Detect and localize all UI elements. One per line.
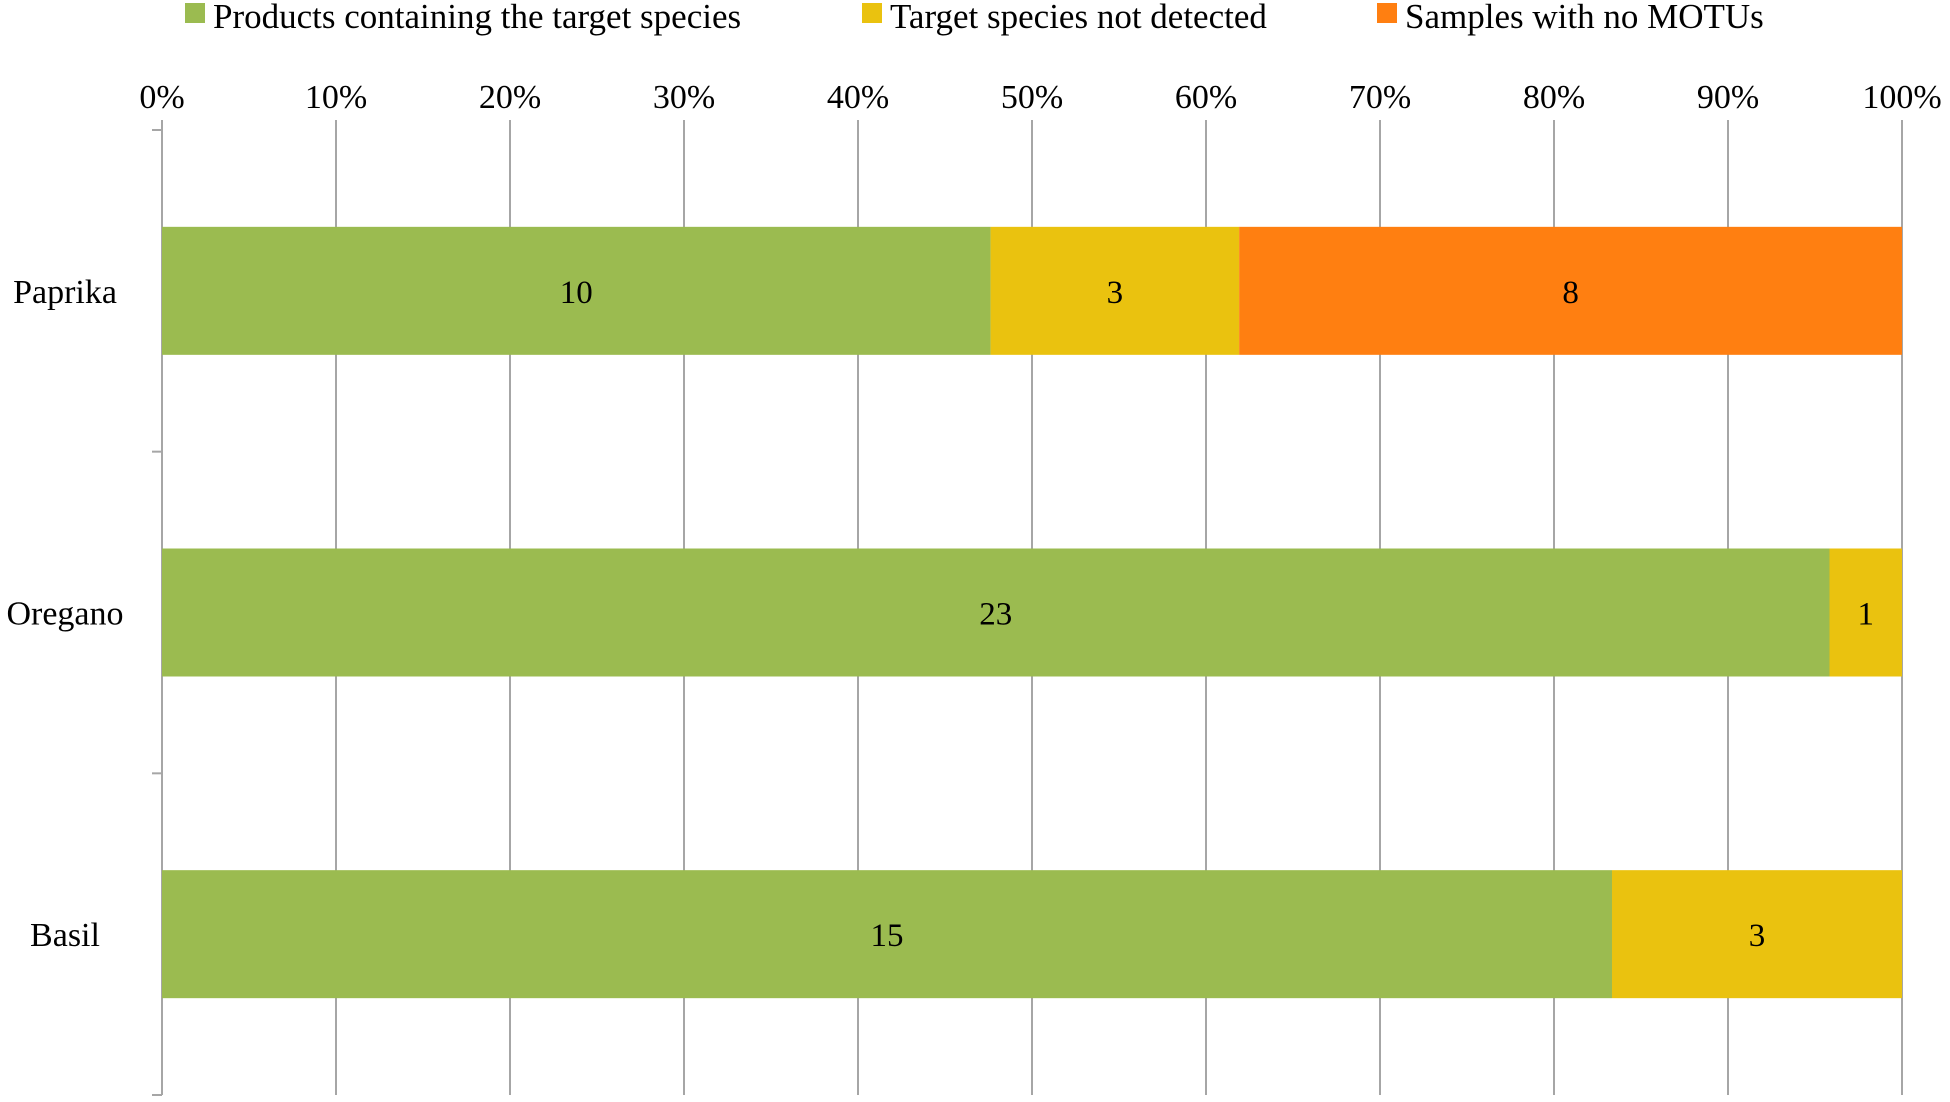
bar-basil-products-containing-the-target-species bbox=[162, 870, 1612, 999]
bar-paprika-target-species-not-detected bbox=[990, 226, 1240, 355]
legend: Products containing the target species Ta… bbox=[185, 0, 1764, 36]
legend-label: Samples with no MOTUs bbox=[1405, 0, 1764, 36]
x-tick-label: 40% bbox=[827, 79, 889, 116]
category-label: Basil bbox=[30, 917, 100, 954]
legend-swatch bbox=[185, 3, 205, 23]
data-label: 15 bbox=[871, 918, 904, 954]
bar-paprika-samples-with-no-motus bbox=[1239, 226, 1902, 355]
data-label: 3 bbox=[1749, 918, 1766, 954]
data-label: 8 bbox=[1562, 275, 1579, 311]
data-label: 3 bbox=[1107, 275, 1124, 311]
x-tick-label: 70% bbox=[1349, 79, 1411, 116]
bars: 10 3 8 23 1 15 3 bbox=[162, 226, 1902, 999]
x-tick-label: 90% bbox=[1697, 79, 1759, 116]
data-label: 1 bbox=[1858, 597, 1875, 633]
bar-oregano-products-containing-the-target-species bbox=[162, 548, 1830, 677]
bar-paprika-products-containing-the-target-species bbox=[162, 226, 991, 355]
bar-oregano-target-species-not-detected bbox=[1829, 548, 1902, 677]
x-tick-label: 50% bbox=[1001, 79, 1063, 116]
category-label: Paprika bbox=[13, 274, 117, 311]
category-label: Oregano bbox=[6, 596, 123, 633]
x-tick-label: 0% bbox=[139, 79, 184, 116]
legend-label: Target species not detected bbox=[890, 0, 1267, 36]
x-tick-label: 100% bbox=[1862, 79, 1941, 116]
x-tick-label: 10% bbox=[305, 79, 367, 116]
data-label: 23 bbox=[979, 597, 1012, 633]
data-label: 10 bbox=[560, 275, 593, 311]
x-axis-ticks: 0% 10% 20% 30% 40% 50% 60% 70% 80% 90% 100% bbox=[139, 79, 1942, 130]
x-tick-label: 60% bbox=[1175, 79, 1237, 116]
x-tick-label: 30% bbox=[653, 79, 715, 116]
y-axis bbox=[152, 129, 163, 1096]
legend-swatch bbox=[862, 3, 882, 23]
bar-basil-target-species-not-detected bbox=[1612, 870, 1902, 999]
x-tick-label: 80% bbox=[1523, 79, 1585, 116]
category-labels: Paprika Oregano Basil bbox=[6, 274, 123, 954]
legend-label: Products containing the target species bbox=[213, 0, 741, 36]
legend-swatch bbox=[1377, 3, 1397, 23]
x-tick-label: 20% bbox=[479, 79, 541, 116]
